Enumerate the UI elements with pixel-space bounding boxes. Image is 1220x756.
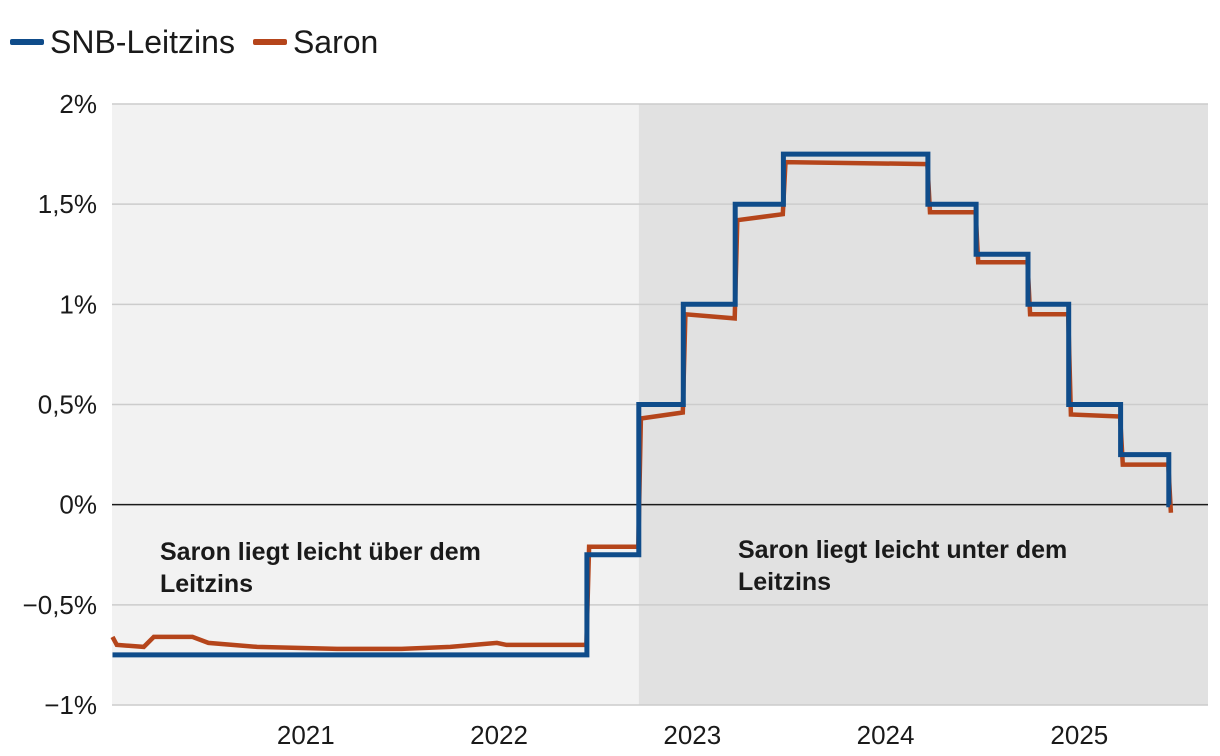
x-tick-label-2023: 2023	[663, 720, 721, 750]
legend-label-saron: Saron	[292, 23, 379, 60]
legend-item-snb-leitzins: SNB-Leitzins	[10, 24, 235, 61]
legend-swatch-saron	[252, 39, 287, 45]
y-tick-label-3: 0,5%	[38, 390, 97, 420]
x-tick-label-2024: 2024	[857, 720, 915, 750]
series-line-snb-leitzins	[112, 151, 1172, 658]
y-tick-label-6: 2%	[59, 89, 97, 119]
annotation-region-0: Saron liegt leicht über dem Leitzins	[160, 538, 481, 598]
annotation-region-1: Saron liegt leicht unter dem Leitzins	[738, 536, 1067, 596]
x-tick-label-2022: 2022	[470, 720, 528, 750]
annotation-line: Saron liegt leicht unter dem	[738, 536, 1067, 564]
x-tick-label-2021: 2021	[277, 720, 335, 750]
legend-label-snb-leitzins: SNB-Leitzins	[50, 23, 235, 60]
y-tick-label-2: 0%	[59, 490, 97, 520]
chart-legend: SNB-Leitzins Saron	[10, 20, 378, 64]
annotation-line: Saron liegt leicht über dem	[160, 538, 481, 566]
y-tick-label-0: −1%	[44, 690, 97, 720]
annotation-line: Leitzins	[738, 568, 831, 596]
y-tick-label-4: 1%	[59, 289, 97, 319]
legend-item-saron: Saron	[252, 23, 379, 61]
y-tick-label-1: −0,5%	[23, 590, 97, 620]
legend-swatch-snb-leitzins	[10, 39, 44, 45]
x-tick-label-2025: 2025	[1050, 720, 1108, 750]
annotation-line: Leitzins	[160, 570, 253, 598]
y-tick-label-5: 1,5%	[38, 189, 97, 219]
